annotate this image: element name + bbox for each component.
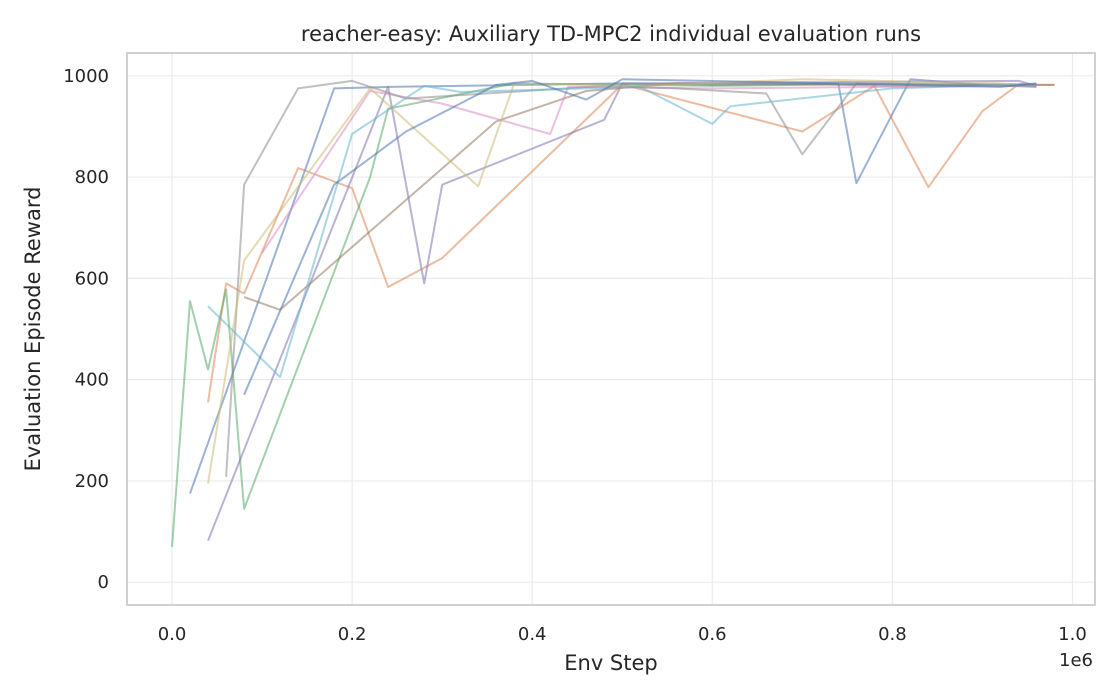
run-line-2 [207, 83, 1055, 403]
y-tick-label: 400 [75, 370, 109, 391]
run-line-4 [207, 79, 1037, 542]
y-tick-label: 200 [75, 471, 109, 492]
x-tick-label: 0.2 [338, 624, 367, 645]
x-tick-label: 0.8 [878, 624, 907, 645]
x-tick-label: 0.0 [158, 624, 187, 645]
plot-frame [126, 52, 1096, 606]
y-tick-label: 800 [75, 167, 109, 188]
chart-title: reacher-easy: Auxiliary TD-MPC2 individu… [301, 22, 921, 46]
y-tick-label: 600 [75, 268, 109, 289]
x-axis-label: Env Step [564, 651, 658, 675]
run-line-3 [171, 82, 1037, 547]
run-line-1 [189, 78, 1037, 494]
series-lines [171, 78, 1055, 547]
y-tick-labels: 0 200 400 600 800 1000 [63, 66, 109, 593]
run-line-6 [261, 84, 1037, 254]
x-tick-label: 1.0 [1058, 624, 1087, 645]
run-line-10 [243, 78, 1037, 396]
x-axis-offset-text: 1e6 [1059, 650, 1093, 671]
y-axis-label: Evaluation Episode Reward [21, 187, 45, 472]
y-tick-label: 1000 [63, 66, 109, 87]
run-line-9 [207, 82, 1037, 379]
y-tick-label: 0 [98, 572, 109, 593]
x-tick-labels: 0.0 0.2 0.4 0.6 0.8 1.0 [158, 624, 1087, 645]
grid [127, 53, 1095, 605]
run-line-5 [243, 82, 1055, 311]
x-tick-label: 0.4 [518, 624, 547, 645]
x-tick-label: 0.6 [698, 624, 727, 645]
